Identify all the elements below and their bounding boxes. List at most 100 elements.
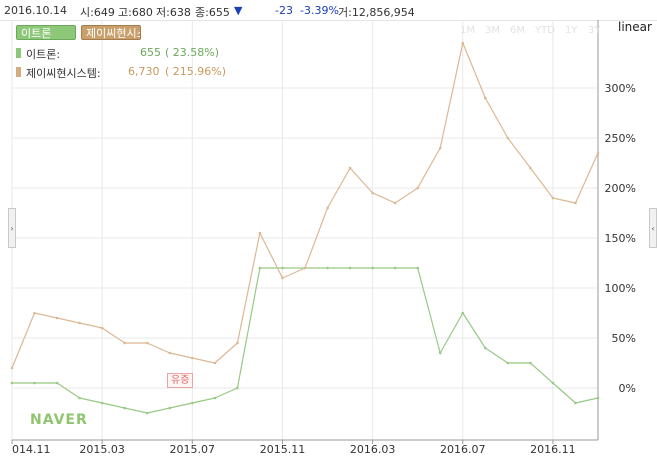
data-point-etron <box>168 406 172 410</box>
data-point-jc <box>78 321 81 325</box>
timeframe-1m[interactable]: 1M <box>460 25 475 36</box>
legend-swatch-etron <box>16 48 21 58</box>
series-line-etron <box>12 267 599 414</box>
data-point-jc <box>10 366 14 370</box>
timeframe-ytd[interactable]: YTD <box>535 25 555 36</box>
data-point-etron <box>55 381 59 385</box>
legend-pct-etron: ( 23.58%) <box>165 46 220 59</box>
data-point-jc <box>55 316 59 320</box>
data-point-etron <box>258 266 262 270</box>
data-point-jc <box>438 146 442 150</box>
data-point-jc <box>281 276 284 280</box>
quote-change: -23 <box>275 4 293 17</box>
data-point-jc <box>461 41 465 45</box>
x-tick-label: 2015.03 <box>79 443 125 456</box>
data-point-etron <box>145 411 149 415</box>
data-point-etron <box>33 381 36 385</box>
quote-volume: 거:12,856,954 <box>338 6 415 19</box>
data-point-jc <box>303 266 307 270</box>
quote-low: 저:638 <box>156 6 191 19</box>
data-point-etron <box>574 401 577 405</box>
timeframe-3m[interactable]: 3M <box>485 25 500 36</box>
data-point-jc <box>484 96 487 100</box>
x-tick-label: 2015.11 <box>260 443 306 456</box>
quote-date: 2016.10.14 <box>4 4 67 17</box>
data-point-jc <box>191 356 194 360</box>
data-point-etron <box>281 266 284 270</box>
x-tick-label: 2015.07 <box>170 443 216 456</box>
x-tick-label: 2016.03 <box>350 443 396 456</box>
data-point-jc <box>348 166 352 170</box>
data-point-etron <box>123 406 126 410</box>
legend-pct-jc: ( 215.96%) <box>165 65 227 78</box>
series-line-jc <box>11 42 599 369</box>
data-point-etron <box>213 396 217 400</box>
data-point-etron <box>348 266 352 270</box>
quote-close: 종:655 <box>195 6 230 19</box>
legend-value-jc: 6,730 <box>128 65 160 78</box>
x-tick-label: 014.11 <box>12 443 51 456</box>
down-arrow-icon: ▼ <box>234 4 243 17</box>
quote-high: 고:680 <box>118 6 153 19</box>
jc-button[interactable]: 제이씨현시스템 <box>81 25 141 40</box>
scale-mode-label[interactable]: linear <box>618 20 652 34</box>
quote-open: 시:649 <box>80 6 115 19</box>
y-tick-label: 300% <box>605 82 636 95</box>
y-tick-label: 50% <box>612 332 636 345</box>
data-point-jc <box>506 136 510 140</box>
comparison-chart: 0% 50% 100% 150% 200% 250% 300% 014.11 2015.03 20… <box>10 20 636 456</box>
y-tick-label: 100% <box>605 282 636 295</box>
data-point-jc <box>529 166 532 170</box>
data-point-etron <box>236 386 239 390</box>
y-tick-label: 250% <box>605 132 636 145</box>
data-point-etron <box>191 401 194 405</box>
legend-swatch-jc <box>16 67 21 77</box>
data-point-etron <box>506 361 510 365</box>
data-point-jc <box>236 341 239 345</box>
quote-change-pct: -3.39% <box>300 4 339 17</box>
data-point-jc <box>33 311 36 315</box>
data-point-jc <box>416 186 419 190</box>
y-tick-label: 200% <box>605 182 636 195</box>
data-point-etron <box>529 361 532 365</box>
data-point-jc <box>123 341 126 345</box>
data-point-jc <box>393 201 397 205</box>
data-point-jc <box>596 151 600 155</box>
timeframe-3y[interactable]: 3Y <box>588 25 601 36</box>
scroll-right-handle[interactable]: ‹ <box>649 208 657 248</box>
legend-name-jc: 제이씨현시스템: <box>26 67 101 80</box>
data-point-jc <box>326 206 329 210</box>
data-point-etron <box>484 346 487 350</box>
x-tick-label: 2016.11 <box>530 443 576 456</box>
data-point-jc <box>258 231 262 235</box>
y-tick-label: 0% <box>619 382 636 395</box>
naver-logo: NAVER <box>30 412 88 428</box>
data-point-etron <box>416 266 419 270</box>
data-point-etron <box>326 266 329 270</box>
data-point-jc <box>574 201 577 205</box>
data-point-jc <box>551 196 555 200</box>
x-tick-label: 2016.07 <box>440 443 486 456</box>
data-point-etron <box>10 381 14 385</box>
rights-offering-marker: 유증 <box>167 373 194 388</box>
etron-button[interactable]: 이트론 <box>16 25 76 40</box>
timeframe-6m[interactable]: 6M <box>510 25 525 36</box>
data-point-jc <box>168 351 172 355</box>
legend-value-etron: 655 <box>140 46 161 59</box>
data-point-jc <box>100 326 104 330</box>
y-tick-label: 150% <box>605 232 636 245</box>
timeframe-1y[interactable]: 1Y <box>565 25 578 36</box>
quote-header: 2016.10.14 시:649 고:680 저:638 종:655 ▼ -23… <box>0 0 657 21</box>
scroll-left-handle[interactable]: › <box>8 208 16 248</box>
data-point-etron <box>393 266 397 270</box>
data-point-jc <box>371 191 374 195</box>
data-point-etron <box>78 396 81 400</box>
data-point-etron <box>371 266 374 270</box>
data-point-etron <box>596 396 600 400</box>
data-point-etron <box>551 381 555 385</box>
legend-name-etron: 이트론: <box>26 48 61 61</box>
data-point-jc <box>213 361 217 365</box>
data-point-jc <box>145 341 149 345</box>
data-point-etron <box>438 351 442 355</box>
data-point-etron <box>461 311 465 315</box>
